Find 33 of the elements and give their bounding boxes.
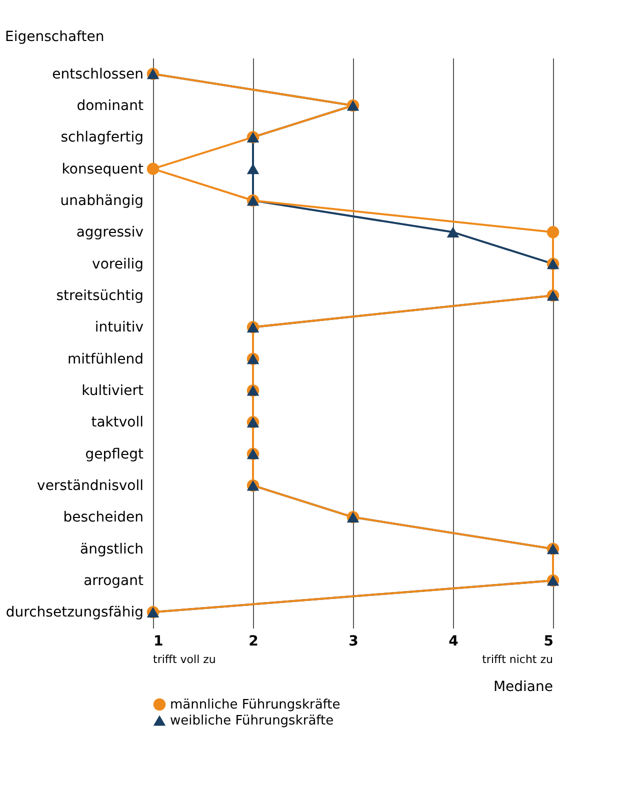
y-tick-label: schlagfertig (60, 130, 144, 146)
y-tick-label: intuitiv (94, 320, 144, 336)
x-tick-label: 2 (248, 634, 258, 650)
y-tick-label: arrogant (84, 573, 144, 589)
x-tick-label: 4 (448, 634, 459, 650)
y-axis-title: Eigenschaften (5, 29, 104, 45)
y-tick-label: kultiviert (82, 383, 144, 399)
x-tick-label: 1 (154, 634, 164, 650)
point (246, 164, 260, 174)
point (446, 226, 460, 238)
y-tick-label: konsequent (62, 161, 144, 178)
y-tick-label: taktvoll (91, 414, 144, 431)
y-tick-label: dominant (76, 98, 144, 114)
legend-label: männliche Führungskräfte (170, 698, 340, 712)
y-tick-label: voreilig (92, 256, 144, 272)
x-tick-label: 5 (544, 634, 554, 650)
y-tick-label: entschlossen (52, 66, 144, 82)
y-tick-label: gepflegt (85, 446, 144, 462)
y-tick-label: verständnisvoll (37, 478, 144, 494)
text: trifft nicht zu (482, 653, 553, 666)
y-tick-label: aggressiv (76, 224, 144, 241)
y-tick-label: mitfühlend (68, 351, 144, 368)
y-tick-label: unabhängig (60, 193, 144, 209)
y-tick-label: streitsüchtig (56, 288, 144, 304)
text: trifft voll zu (153, 653, 216, 666)
point (546, 226, 560, 238)
y-tick-label: ängstlich (80, 541, 144, 558)
legend-label: weibliche Führungskräfte (170, 714, 334, 728)
x-axis-title: Mediane (493, 679, 553, 695)
point (146, 162, 160, 175)
y-tick-label: durchsetzungsfähig (6, 604, 144, 621)
x-tick-label: 3 (348, 634, 358, 650)
y-tick-label: bescheiden (63, 510, 144, 526)
